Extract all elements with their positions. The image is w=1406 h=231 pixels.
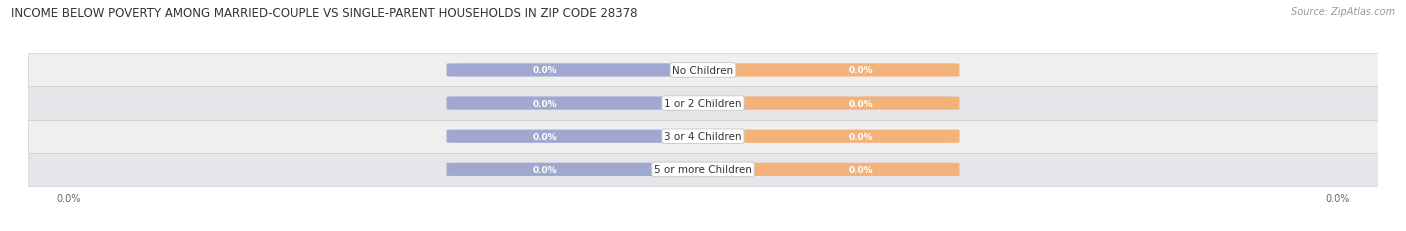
FancyBboxPatch shape [689, 64, 959, 77]
Text: 5 or more Children: 5 or more Children [654, 165, 752, 175]
Text: 0.0%: 0.0% [533, 66, 557, 75]
Bar [28, 87, 1378, 120]
Text: 0.0%: 0.0% [849, 165, 873, 174]
FancyBboxPatch shape [447, 64, 717, 77]
Text: INCOME BELOW POVERTY AMONG MARRIED-COUPLE VS SINGLE-PARENT HOUSEHOLDS IN ZIP COD: INCOME BELOW POVERTY AMONG MARRIED-COUPL… [11, 7, 638, 20]
Text: 0.0%: 0.0% [849, 99, 873, 108]
FancyBboxPatch shape [447, 130, 717, 143]
FancyBboxPatch shape [447, 163, 717, 176]
Bar [28, 54, 1378, 87]
FancyBboxPatch shape [689, 163, 959, 176]
Text: 0.0%: 0.0% [849, 66, 873, 75]
FancyBboxPatch shape [689, 130, 959, 143]
Text: 0.0%: 0.0% [533, 165, 557, 174]
FancyBboxPatch shape [689, 97, 959, 110]
Text: 0.0%: 0.0% [533, 99, 557, 108]
Text: 3 or 4 Children: 3 or 4 Children [664, 132, 742, 142]
Bar [28, 120, 1378, 153]
Text: No Children: No Children [672, 66, 734, 76]
Bar [28, 153, 1378, 186]
Text: Source: ZipAtlas.com: Source: ZipAtlas.com [1291, 7, 1395, 17]
Text: 0.0%: 0.0% [849, 132, 873, 141]
Text: 1 or 2 Children: 1 or 2 Children [664, 99, 742, 109]
FancyBboxPatch shape [447, 97, 717, 110]
Text: 0.0%: 0.0% [533, 132, 557, 141]
